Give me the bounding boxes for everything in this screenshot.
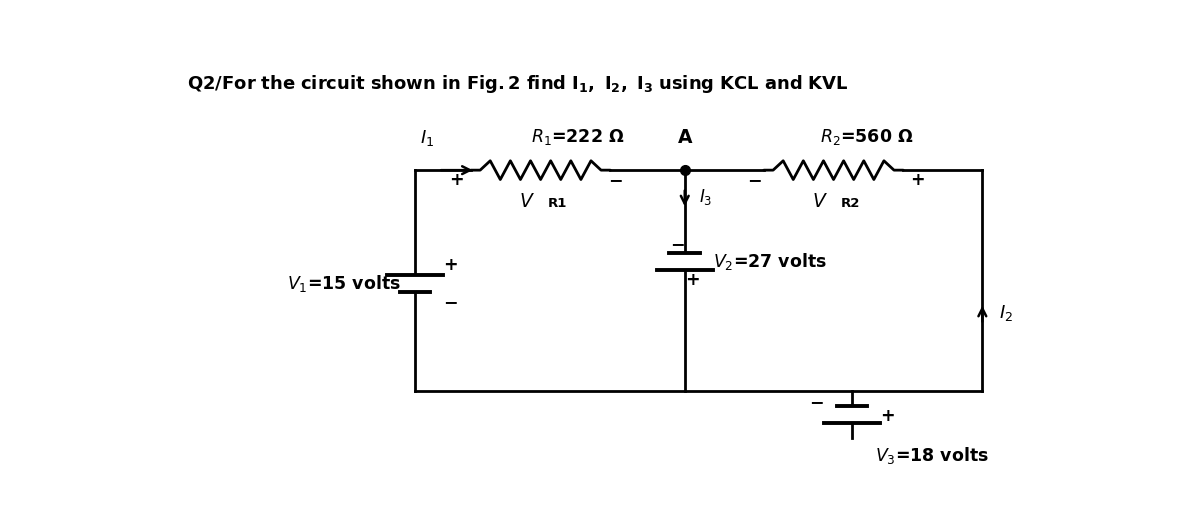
Text: $I_1$: $I_1$ (420, 128, 434, 148)
Text: $V_3$=18 volts: $V_3$=18 volts (876, 445, 989, 465)
Text: −: − (443, 293, 457, 311)
Text: R1: R1 (547, 197, 568, 210)
Text: $V$: $V$ (811, 192, 828, 210)
Text: −: − (607, 171, 623, 189)
Text: +: + (685, 271, 700, 289)
Text: −: − (810, 392, 824, 411)
Text: +: + (880, 407, 895, 425)
Text: $\bf{Q2/ For\ the\ circuit\ shown\ in\ Fig.2\ find\ I_1,\ I_2,\ I_3\ using\ KCL\: $\bf{Q2/ For\ the\ circuit\ shown\ in\ F… (187, 73, 848, 94)
Text: $I_3$: $I_3$ (698, 188, 712, 207)
Text: +: + (450, 171, 464, 189)
Text: +: + (910, 171, 924, 189)
Text: A: A (678, 128, 692, 147)
Text: R2: R2 (841, 197, 860, 210)
Text: $V_1$=15 volts: $V_1$=15 volts (287, 273, 401, 294)
Text: −: − (670, 235, 684, 254)
Text: $R_1$=222 Ω: $R_1$=222 Ω (532, 127, 625, 147)
Text: $V_2$=27 volts: $V_2$=27 volts (713, 251, 827, 272)
Text: $V$: $V$ (518, 192, 535, 210)
Text: +: + (443, 256, 457, 274)
Text: $I_2$: $I_2$ (1000, 303, 1013, 322)
Text: −: − (748, 171, 762, 189)
Text: $R_2$=560 Ω: $R_2$=560 Ω (820, 127, 913, 147)
